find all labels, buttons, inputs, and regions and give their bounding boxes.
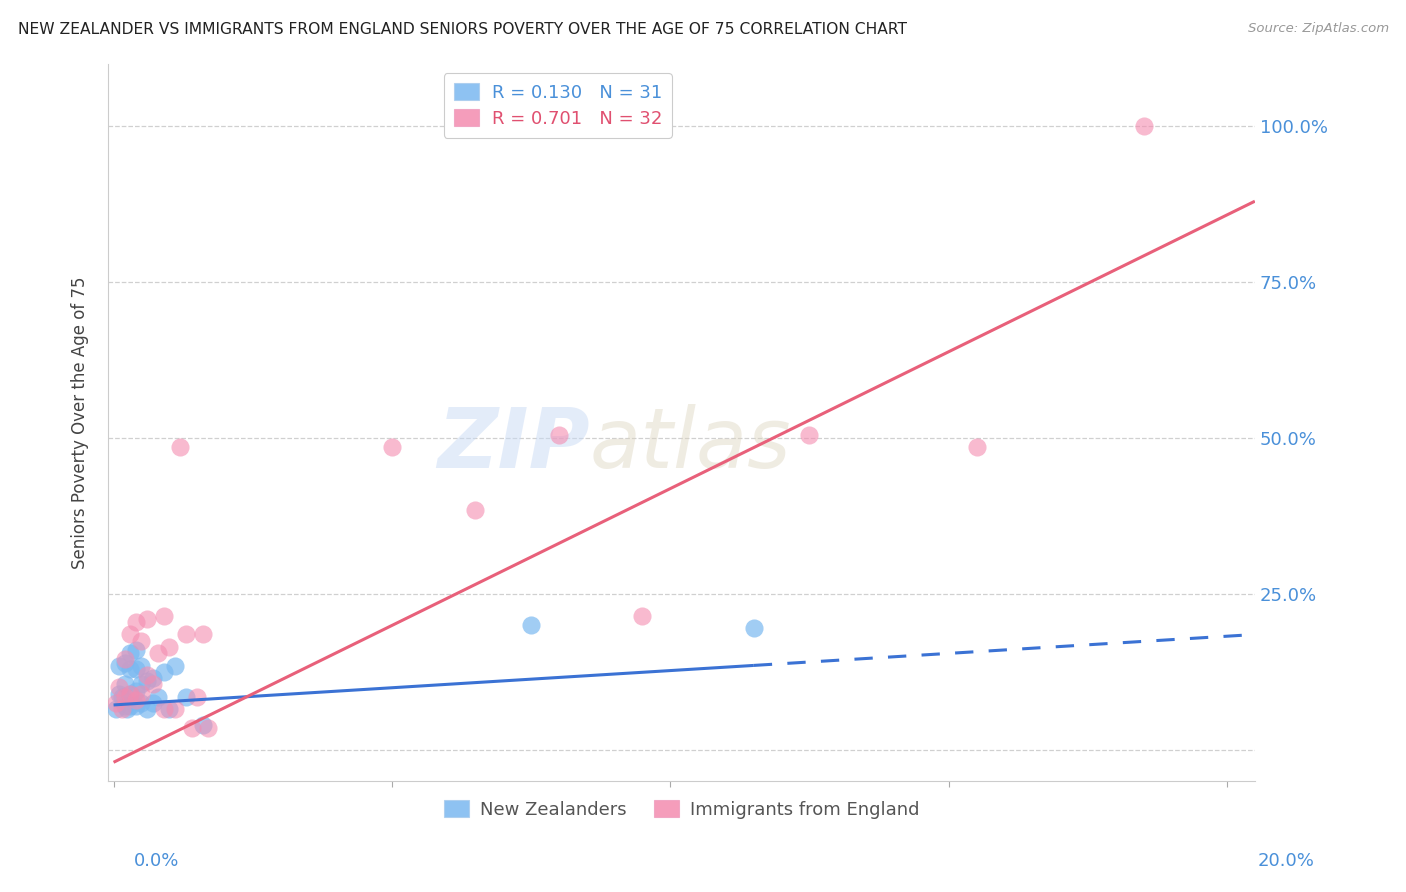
- Point: [163, 658, 186, 673]
- Point: [125, 643, 148, 657]
- Text: NEW ZEALANDER VS IMMIGRANTS FROM ENGLAND SENIORS POVERTY OVER THE AGE OF 75 CORR: NEW ZEALANDER VS IMMIGRANTS FROM ENGLAND…: [18, 22, 907, 37]
- Point: [120, 687, 142, 701]
- Point: [120, 646, 142, 660]
- Text: 0.0%: 0.0%: [134, 852, 179, 870]
- Point: [120, 687, 142, 701]
- Point: [120, 627, 142, 641]
- Point: [174, 690, 197, 704]
- Point: [169, 441, 191, 455]
- Text: ZIP: ZIP: [437, 403, 589, 484]
- Point: [152, 665, 174, 679]
- Point: [136, 702, 159, 716]
- Point: [131, 633, 153, 648]
- Legend: New Zealanders, Immigrants from England: New Zealanders, Immigrants from England: [436, 792, 927, 826]
- Point: [141, 677, 163, 691]
- Point: [125, 693, 148, 707]
- Point: [120, 662, 142, 676]
- Point: [180, 721, 202, 735]
- Point: [197, 721, 219, 735]
- Point: [131, 687, 153, 701]
- Point: [131, 696, 153, 710]
- Point: [742, 621, 765, 635]
- Point: [108, 687, 131, 701]
- Text: Source: ZipAtlas.com: Source: ZipAtlas.com: [1249, 22, 1389, 36]
- Point: [114, 690, 136, 704]
- Point: [105, 702, 128, 716]
- Point: [157, 640, 180, 654]
- Point: [105, 696, 128, 710]
- Text: atlas: atlas: [589, 403, 792, 484]
- Point: [966, 441, 988, 455]
- Point: [548, 428, 571, 442]
- Point: [108, 681, 131, 695]
- Point: [141, 696, 163, 710]
- Point: [125, 699, 148, 714]
- Point: [131, 677, 153, 691]
- Point: [163, 702, 186, 716]
- Point: [191, 718, 214, 732]
- Point: [381, 441, 404, 455]
- Point: [191, 627, 214, 641]
- Point: [120, 699, 142, 714]
- Point: [464, 503, 486, 517]
- Point: [152, 702, 174, 716]
- Point: [111, 702, 134, 716]
- Point: [125, 662, 148, 676]
- Point: [520, 618, 543, 632]
- Point: [125, 683, 148, 698]
- Text: 20.0%: 20.0%: [1258, 852, 1315, 870]
- Point: [136, 674, 159, 689]
- Point: [174, 627, 197, 641]
- Point: [146, 690, 169, 704]
- Point: [114, 699, 136, 714]
- Point: [157, 702, 180, 716]
- Point: [108, 658, 131, 673]
- Point: [631, 608, 654, 623]
- Point: [117, 702, 139, 716]
- Point: [186, 690, 208, 704]
- Point: [125, 615, 148, 629]
- Point: [141, 671, 163, 685]
- Point: [152, 608, 174, 623]
- Point: [799, 428, 821, 442]
- Point: [114, 677, 136, 691]
- Point: [131, 658, 153, 673]
- Point: [1132, 120, 1154, 134]
- Point: [111, 690, 134, 704]
- Point: [146, 646, 169, 660]
- Point: [114, 652, 136, 666]
- Point: [114, 656, 136, 670]
- Point: [136, 612, 159, 626]
- Y-axis label: Seniors Poverty Over the Age of 75: Seniors Poverty Over the Age of 75: [72, 277, 89, 569]
- Point: [136, 668, 159, 682]
